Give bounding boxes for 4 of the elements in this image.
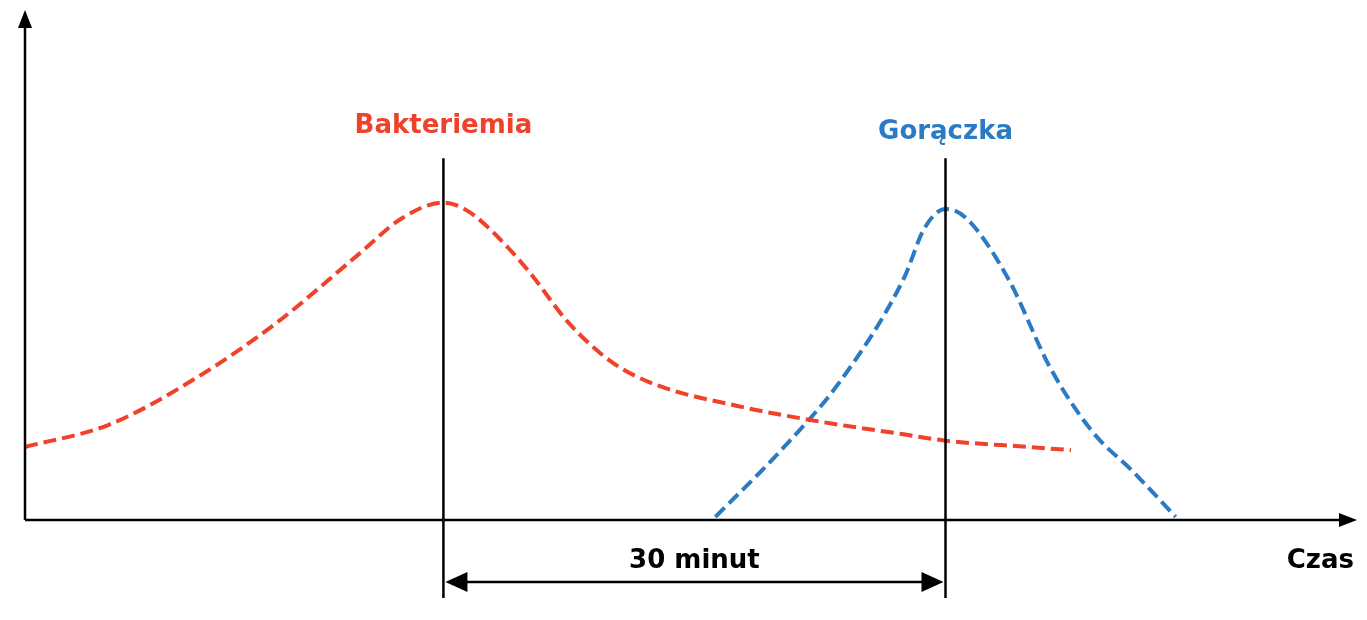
text: Gorączka [878,115,1013,146]
text: Bakteriemia [354,108,533,139]
text: 30 minut [629,543,760,574]
x-axis-title: Czas [1286,543,1354,574]
